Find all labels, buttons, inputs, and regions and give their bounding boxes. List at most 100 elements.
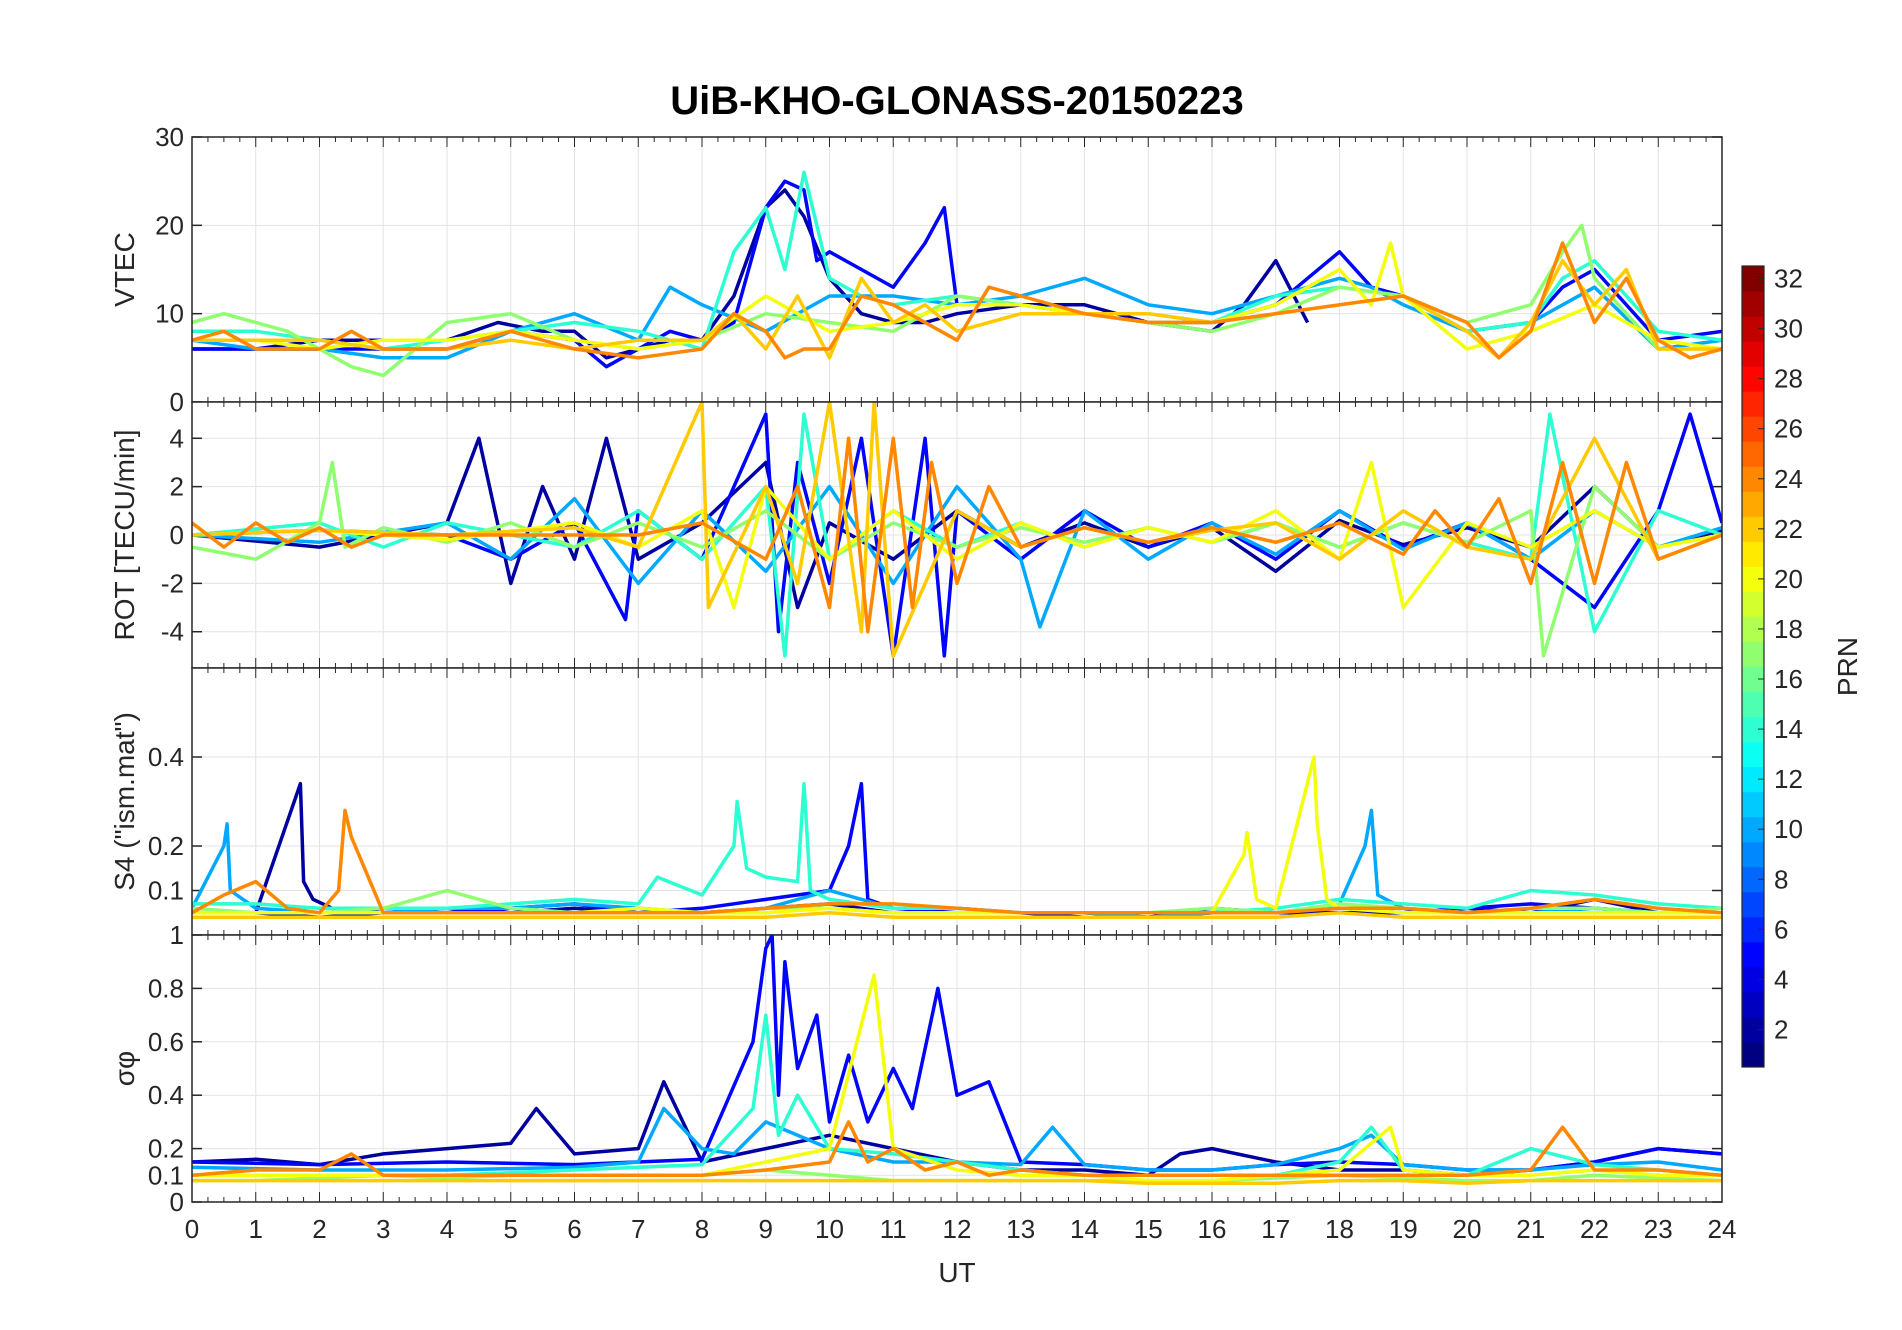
- y-tick-label: 0.2: [148, 1134, 184, 1164]
- y-axis-label: σφ: [109, 1051, 140, 1086]
- x-tick-label: 9: [759, 1214, 773, 1244]
- colorbar-segment: [1742, 566, 1764, 592]
- colorbar-segment: [1742, 416, 1764, 442]
- colorbar-tick-label: 30: [1774, 314, 1803, 344]
- y-axis-label: ROT [TECU/min]: [109, 429, 140, 640]
- y-tick-label: 2: [170, 472, 184, 502]
- series-line-prn-22: [192, 258, 1722, 360]
- colorbar-segment: [1742, 641, 1764, 667]
- chart-title: UiB-KHO-GLONASS-20150223: [670, 79, 1244, 123]
- colorbar-tick-label: 14: [1774, 714, 1803, 744]
- colorbar-segment: [1742, 616, 1764, 642]
- colorbar-segment: [1742, 691, 1764, 718]
- colorbar-tick-label: 4: [1774, 964, 1788, 994]
- x-tick-label: 0: [185, 1214, 199, 1244]
- x-tick-label: 18: [1325, 1214, 1354, 1244]
- colorbar-segment: [1742, 941, 1764, 968]
- colorbar-tick-label: 8: [1774, 864, 1788, 894]
- colorbar-tick-label: 12: [1774, 764, 1803, 794]
- x-tick-label: 24: [1708, 1214, 1737, 1244]
- y-tick-label: 4: [170, 423, 184, 453]
- panel-4: 1 0.8 0.6 0.4 0.20.10 σφ: [109, 920, 1723, 1217]
- x-tick-label: 10: [815, 1214, 844, 1244]
- colorbar-segment: [1742, 466, 1764, 492]
- colorbar-tick-label: 6: [1774, 914, 1788, 944]
- x-axis-label: UT: [938, 1257, 975, 1288]
- y-tick-label: 20: [155, 210, 184, 240]
- colorbar-segment: [1742, 841, 1764, 868]
- colorbar-segment: [1742, 516, 1764, 542]
- panel-3: 0.4 0.2 0.1 S4 ("ism.mat"): [109, 667, 1723, 936]
- colorbar-segment: [1742, 591, 1764, 617]
- colorbar-segment: [1742, 1016, 1764, 1043]
- x-tick-label: 3: [376, 1214, 390, 1244]
- series-group: [192, 755, 1722, 919]
- series-line-prn-22: [192, 911, 1722, 919]
- x-tick-label: 6: [567, 1214, 581, 1244]
- x-tick-label: 13: [1006, 1214, 1035, 1244]
- y-tick-label: -2: [161, 568, 184, 598]
- x-tick-label: 22: [1580, 1214, 1609, 1244]
- x-tick-label: 17: [1261, 1214, 1290, 1244]
- x-tick-label: 11: [880, 1214, 907, 1244]
- colorbar-tick-label: 16: [1774, 664, 1803, 694]
- x-tick-label: 5: [504, 1214, 518, 1244]
- y-tick-label: 0: [170, 520, 184, 550]
- y-tick-label: 0.1: [148, 1160, 184, 1190]
- y-tick-label: 0: [170, 387, 184, 417]
- colorbar-tick-label: 32: [1774, 264, 1803, 294]
- colorbar-segment: [1742, 891, 1764, 918]
- colorbar-frame: [1741, 265, 1765, 1068]
- x-tick-label: 1: [249, 1214, 263, 1244]
- colorbar-segment: [1742, 966, 1764, 993]
- y-tick-label: 0.2: [148, 831, 184, 861]
- series-line-prn-17: [192, 223, 1722, 378]
- y-tick-label: 0.4: [148, 742, 184, 772]
- series-group: [192, 935, 1722, 1186]
- colorbar-tick-label: 22: [1774, 514, 1803, 544]
- x-tick-labels: 0 1 2 3 4 5 6 7 8 9 10 11 12 13 14 15 16 17 18 19 20 21 22 23 24: [185, 1214, 1737, 1244]
- y-tick-label: 0: [170, 1187, 184, 1217]
- colorbar-segment: [1742, 816, 1764, 843]
- colorbar-segment: [1742, 316, 1764, 342]
- x-tick-label: 23: [1644, 1214, 1673, 1244]
- colorbar-segment: [1742, 366, 1764, 392]
- colorbar-tick-label: 24: [1774, 464, 1803, 494]
- colorbar-segment: [1742, 1041, 1764, 1068]
- y-tick-label: 0.6: [148, 1027, 184, 1057]
- panel-2: 4 2 0 -2 -4 ROT [TECU/min]: [109, 401, 1723, 669]
- colorbar-segment: [1742, 341, 1764, 367]
- y-tick-label: 0.4: [148, 1080, 184, 1110]
- series-line-prn-14: [192, 781, 1722, 915]
- colorbar-tick-label: 26: [1774, 414, 1803, 444]
- x-tick-label: 19: [1389, 1214, 1418, 1244]
- colorbar-segment: [1742, 666, 1764, 693]
- x-tick-label: 7: [631, 1214, 645, 1244]
- colorbar-segment: [1742, 916, 1764, 943]
- series-line-prn-10: [192, 1106, 1722, 1172]
- series-line-prn-22: [192, 402, 1722, 658]
- colorbar-segment: [1742, 791, 1764, 818]
- colorbar-tick-label: 20: [1774, 564, 1803, 594]
- series-group: [192, 170, 1722, 378]
- x-tick-label: 16: [1198, 1214, 1227, 1244]
- panel-frame: [191, 934, 1723, 1203]
- colorbar-segment: [1742, 291, 1764, 317]
- y-axis-label: S4 ("ism.mat"): [109, 712, 140, 891]
- y-tick-label: 1: [170, 920, 184, 950]
- series-line-prn-20: [192, 241, 1722, 351]
- colorbar-segment: [1742, 766, 1764, 793]
- series-line-prn-24: [192, 436, 1722, 634]
- colorbar-segment: [1742, 866, 1764, 893]
- panel-1: 30 20 10 0 VTEC: [109, 122, 1723, 417]
- colorbar-tick-label: 28: [1774, 364, 1803, 394]
- y-tick-label: 0.8: [148, 973, 184, 1003]
- colorbar-segment: [1742, 991, 1764, 1018]
- colorbar-tick-label: 2: [1774, 1014, 1788, 1044]
- x-tick-label: 20: [1453, 1214, 1482, 1244]
- y-tick-label: -4: [161, 617, 184, 647]
- colorbar-segment: [1742, 391, 1764, 417]
- x-tick-label: 12: [943, 1214, 972, 1244]
